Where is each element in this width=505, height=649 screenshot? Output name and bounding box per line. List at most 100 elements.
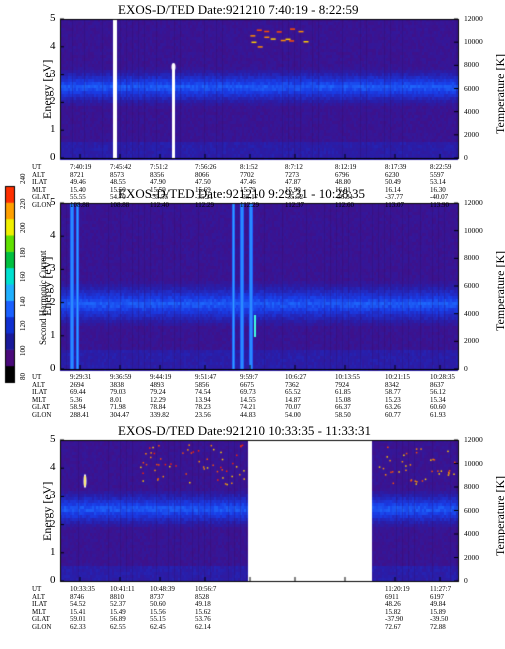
cell-mlt: 15.69 bbox=[195, 185, 211, 194]
cell-mlt: 16.01 bbox=[335, 185, 351, 194]
colorbar-tick: 100 bbox=[19, 345, 27, 356]
cell-mlt: 15.59 bbox=[150, 185, 166, 194]
cell-ilat: 79.24 bbox=[150, 388, 166, 397]
cell-mlt: 15.56 bbox=[150, 607, 166, 616]
cell-alt: 8573 bbox=[110, 170, 124, 179]
cell-alt: 7273 bbox=[285, 170, 299, 179]
energy-tick: 3 bbox=[50, 489, 56, 502]
temperature-tick: 2000 bbox=[464, 336, 479, 346]
cell-glat: 60.60 bbox=[430, 403, 446, 412]
cell-ut: 9:29:31 bbox=[70, 373, 92, 381]
cell-ut: 10:41:11 bbox=[110, 585, 135, 593]
cell-glat: -35.21 bbox=[195, 193, 214, 202]
cell-glon: 61.93 bbox=[430, 411, 446, 419]
temperature-tick: 4000 bbox=[464, 529, 479, 538]
cell-mlt: 5.36 bbox=[70, 395, 83, 404]
temperature-tick: 8000 bbox=[464, 482, 479, 491]
row-label-ut: UT bbox=[32, 373, 42, 381]
cell-ut: 8:12:19 bbox=[335, 163, 357, 171]
energy-tick: 3 bbox=[50, 67, 56, 80]
cell-ut: 7:40:19 bbox=[70, 163, 92, 171]
cell-ilat: 50.60 bbox=[150, 600, 166, 609]
cell-alt: 8810 bbox=[110, 592, 124, 601]
cell-ilat: 52.37 bbox=[110, 600, 126, 609]
cell-ut: 7:56:26 bbox=[195, 163, 217, 171]
cell-glat: 74.21 bbox=[240, 403, 256, 412]
cell-mlt: 14.55 bbox=[240, 395, 256, 404]
colorbar-tick: 220 bbox=[19, 198, 27, 209]
temperature-tick: 0 bbox=[464, 153, 468, 162]
temperature-axis-label-1: Temperature [K] bbox=[493, 53, 505, 134]
cell-ilat: 48.55 bbox=[110, 178, 126, 187]
cell-alt: 8746 bbox=[70, 592, 84, 601]
energy-tick: 1 bbox=[50, 545, 56, 558]
cell-ut: 9:51:47 bbox=[195, 373, 217, 381]
cell-ilat: 49.46 bbox=[70, 178, 86, 187]
cell-glon: 108.88 bbox=[110, 201, 130, 209]
cell-ut: 9:59:7 bbox=[240, 373, 258, 381]
cell-alt: 6911 bbox=[385, 592, 399, 601]
cell-alt: 8342 bbox=[385, 380, 399, 389]
cell-ut: 7:45:42 bbox=[110, 163, 132, 171]
cell-ilat: 56.12 bbox=[430, 388, 446, 397]
energy-tick: 4 bbox=[50, 229, 56, 242]
cell-ilat: 47.87 bbox=[285, 178, 301, 187]
cell-ut: 8:7:12 bbox=[285, 163, 303, 171]
cell-glat: 70.07 bbox=[285, 403, 301, 412]
cell-glon: 62.55 bbox=[110, 623, 126, 631]
temperature-tick: 2000 bbox=[464, 129, 479, 139]
cell-mlt: 15.62 bbox=[195, 607, 211, 616]
cell-glat: -36.31 bbox=[335, 193, 354, 202]
cell-mlt: 15.50 bbox=[110, 185, 126, 194]
colorbar-tick: 200 bbox=[19, 222, 27, 234]
cell-glat: 63.26 bbox=[385, 403, 401, 412]
colorbar-tick: 160 bbox=[19, 271, 27, 283]
cell-ut: 10:28:35 bbox=[430, 373, 455, 381]
energy-tick: 5 bbox=[50, 433, 56, 445]
temperature-tick: 10000 bbox=[464, 458, 483, 468]
cell-glon: 108.88 bbox=[70, 201, 90, 209]
cell-alt: 8066 bbox=[195, 170, 209, 179]
cell-mlt: 15.89 bbox=[430, 607, 446, 616]
cell-glat: 55.55 bbox=[70, 193, 86, 202]
cell-glon: 112.40 bbox=[150, 201, 169, 209]
cell-mlt: 13.94 bbox=[195, 395, 211, 404]
row-label-glat: GLAT bbox=[32, 193, 50, 202]
temperature-axis-label-2: Temperature [K] bbox=[493, 250, 505, 331]
cell-mlt: 15.23 bbox=[385, 395, 401, 404]
temperature-tick: 6000 bbox=[464, 83, 479, 93]
energy-tick: 3 bbox=[50, 262, 56, 275]
cell-alt: 4893 bbox=[150, 380, 164, 389]
cell-alt: 8528 bbox=[195, 592, 209, 601]
row-label-ilat: ILAT bbox=[32, 600, 48, 609]
temperature-tick: 8000 bbox=[464, 60, 479, 70]
cell-glon: 60.77 bbox=[385, 411, 401, 419]
cell-mlt: 15.82 bbox=[385, 607, 401, 616]
energy-tick: 5 bbox=[50, 12, 56, 24]
cell-ut: 9:36:59 bbox=[110, 373, 132, 381]
cell-glat: 55.15 bbox=[150, 615, 166, 624]
cell-glon: 54.00 bbox=[285, 411, 301, 419]
cell-alt: 8356 bbox=[150, 170, 164, 179]
cell-mlt: 15.49 bbox=[110, 607, 126, 616]
cell-alt: 7702 bbox=[240, 170, 254, 179]
cell-alt: 5856 bbox=[195, 380, 209, 389]
energy-tick: 2 bbox=[50, 517, 56, 530]
cell-glon: 23.56 bbox=[195, 411, 211, 419]
cell-ut: 10:6:27 bbox=[285, 373, 307, 381]
cell-mlt: 12.29 bbox=[150, 395, 166, 404]
cell-ilat: 54.52 bbox=[70, 600, 86, 609]
cell-ut: 8:17:39 bbox=[385, 163, 407, 171]
temperature-tick: 4000 bbox=[464, 106, 479, 116]
row-label-mlt: MLT bbox=[32, 607, 47, 616]
cell-ut: 11:27:7 bbox=[430, 585, 452, 593]
row-label-mlt: MLT bbox=[32, 395, 47, 404]
temperature-tick: 0 bbox=[464, 364, 468, 373]
cell-glat: 78.23 bbox=[195, 403, 211, 412]
cell-ilat: 47.50 bbox=[195, 178, 211, 187]
cell-glat: 53.76 bbox=[195, 615, 211, 624]
temperature-tick: 6000 bbox=[464, 505, 479, 515]
energy-tick: 0 bbox=[50, 151, 56, 163]
cell-ilat: 48.26 bbox=[385, 600, 401, 609]
